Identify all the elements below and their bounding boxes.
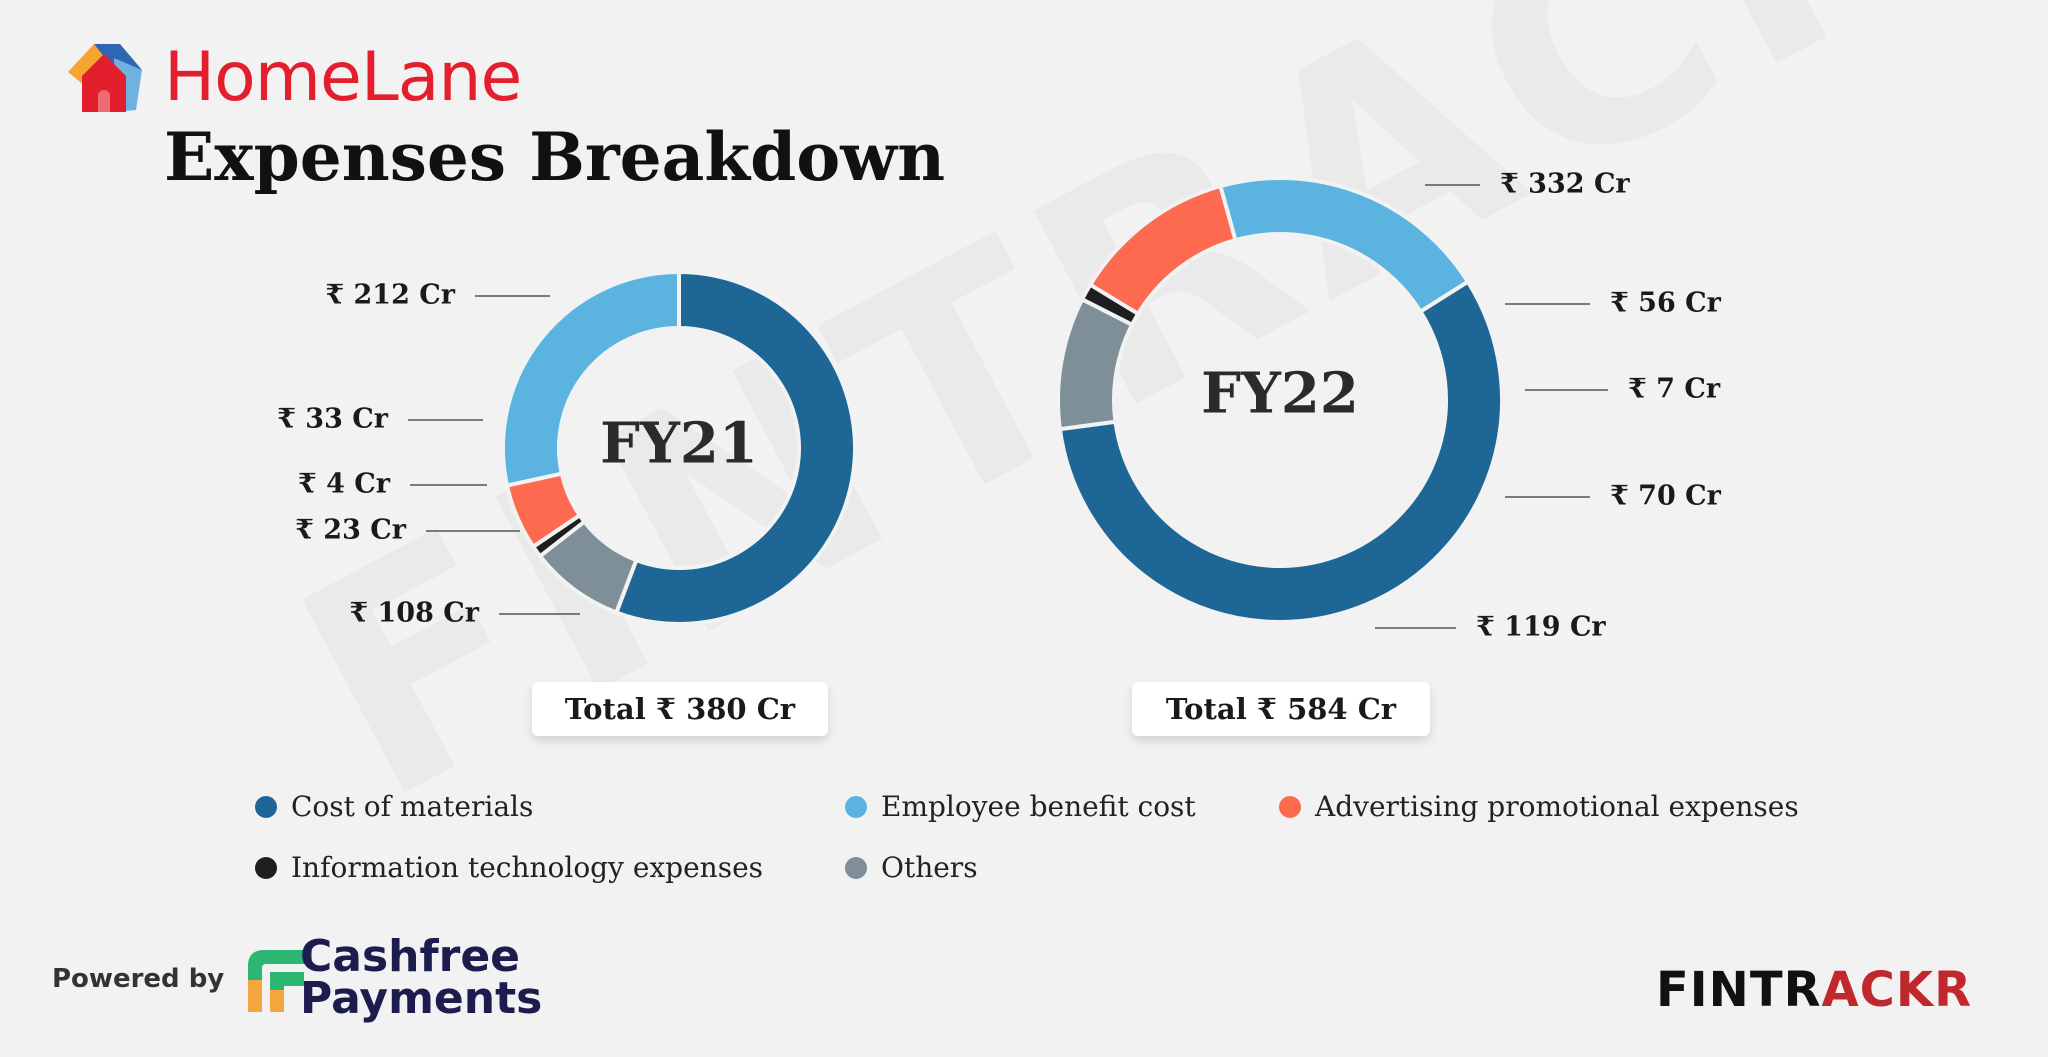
page-title: Expenses Breakdown [164, 118, 946, 196]
value-label: ₹ 332 Cr [1500, 169, 1630, 200]
slice-advertising-promotional-expenses [1087, 183, 1238, 317]
fintrackr-logo: FINTRACKR [1656, 962, 1972, 1018]
value-label: ₹ 212 Cr [325, 280, 455, 311]
value-label: ₹ 70 Cr [1610, 481, 1722, 512]
value-label: ₹ 23 Cr [295, 515, 407, 546]
legend-label: Information technology expenses [291, 851, 764, 884]
fintrackr-part-a: FINTR [1656, 962, 1822, 1018]
brand-name: HomeLane [164, 38, 522, 117]
legend-dot [845, 795, 867, 818]
total-fy22: Total ₹ 584 Cr [1132, 682, 1430, 736]
legend-label: Employee benefit cost [881, 790, 1196, 823]
value-label: ₹ 119 Cr [1476, 612, 1606, 643]
slice-cost-of-materials [613, 269, 857, 626]
slice-cost-of-materials [1057, 278, 1504, 624]
legend-dot [845, 856, 867, 879]
chart-fy21: FY21 ₹ 212 Cr ₹ 33 Cr ₹ 4 Cr ₹ 23 Cr ₹ 108 Cr [277, 269, 857, 629]
value-label: ₹ 33 Cr [277, 404, 389, 435]
legend-label: Advertising promotional expenses [1315, 790, 1799, 823]
cashfree-name: Cashfree Payments [300, 931, 543, 1024]
slice-employee-benefit-cost [1217, 176, 1471, 315]
value-label: ₹ 4 Cr [298, 469, 391, 500]
value-label: ₹ 56 Cr [1610, 288, 1722, 319]
value-label: ₹ 7 Cr [1628, 374, 1721, 405]
chart-fy22: FY22 ₹ 332 Cr ₹ 56 Cr ₹ 7 Cr ₹ 70 Cr ₹ 119 Cr [1056, 169, 1722, 643]
legend-dot [1279, 795, 1301, 818]
total-fy21: Total ₹ 380 Cr [532, 682, 828, 736]
legend-item-cost-of-materials: Cost of materials [255, 790, 533, 823]
value-label: ₹ 108 Cr [349, 598, 479, 629]
legend-item-others: Others [845, 851, 978, 884]
legend-dot [255, 795, 277, 818]
homelane-logo-icon [68, 44, 142, 112]
legend-label: Cost of materials [291, 790, 534, 823]
legend-label: Others [881, 851, 978, 884]
legend-dot [255, 856, 277, 879]
chart-center-title: FY21 [600, 411, 758, 477]
cashfree-logo-icon [248, 950, 312, 1012]
legend-item-it-expenses: Information technology expenses [255, 851, 763, 884]
fintrackr-part-b: ACKR [1821, 962, 1973, 1018]
powered-by-text: Powered by [52, 964, 225, 994]
chart-center-title: FY22 [1201, 361, 1359, 427]
legend-item-employee-benefit-cost: Employee benefit cost [845, 790, 1196, 823]
slice-employee-benefit-cost [501, 269, 681, 488]
legend-item-advertising: Advertising promotional expenses [1279, 790, 1799, 823]
